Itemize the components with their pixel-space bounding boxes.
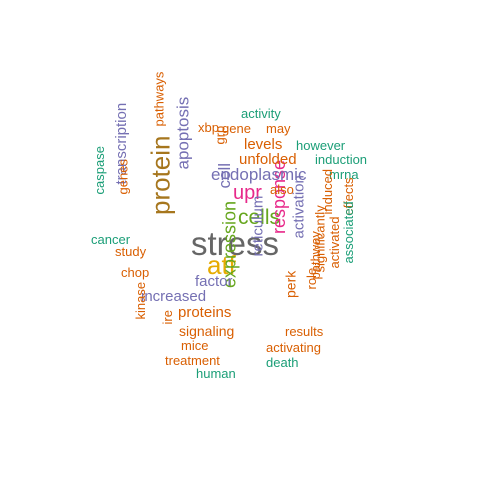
- word-perk: perk: [282, 270, 299, 298]
- word-may: may: [266, 121, 291, 136]
- word-genes: genes: [115, 159, 131, 195]
- word-kinase: kinase: [133, 281, 149, 320]
- word-unfolded: unfolded: [239, 151, 297, 168]
- word-chop: chop: [121, 265, 150, 280]
- word-activating: activating: [266, 340, 321, 355]
- word-levels: levels: [244, 136, 283, 153]
- word-however: however: [296, 138, 346, 153]
- word-gene: gene: [222, 121, 251, 136]
- word-death: death: [266, 355, 299, 370]
- word-activated: activated: [326, 216, 342, 269]
- word-human: human: [196, 366, 236, 381]
- word-increased: increased: [141, 288, 207, 305]
- word-activity: activity: [241, 106, 281, 121]
- word-signaling: signaling: [179, 323, 235, 339]
- word-stress: stress: [191, 225, 280, 262]
- word-treatment: treatment: [165, 353, 220, 368]
- word-pathways: pathways: [151, 71, 167, 127]
- word-mrna: mrna: [329, 167, 359, 182]
- word-cells: cells: [238, 206, 281, 229]
- word-significantly: significantly: [312, 205, 328, 273]
- word-mice: mice: [181, 338, 209, 353]
- word-ire: ire: [159, 310, 175, 325]
- word-cancer: cancer: [91, 232, 131, 247]
- word-protein: protein: [145, 135, 176, 216]
- word-induction: induction: [315, 152, 368, 167]
- word-proteins: proteins: [178, 304, 232, 321]
- word-factor: factor: [195, 273, 233, 290]
- word-apoptosis: apoptosis: [173, 96, 193, 170]
- word-atf: atf: [207, 250, 236, 280]
- word-xbp: xbp: [198, 120, 219, 135]
- word-upr: upr: [233, 182, 262, 204]
- word-reticulum: reticulum: [249, 195, 267, 257]
- word-also: also: [270, 182, 294, 197]
- word-associated: associated: [340, 201, 356, 264]
- word-results: results: [285, 324, 324, 339]
- word-caspase: caspase: [91, 146, 107, 195]
- word-study: study: [115, 244, 147, 259]
- word-endoplasmic: endoplasmic: [211, 165, 307, 184]
- word-cell: cell: [215, 162, 235, 189]
